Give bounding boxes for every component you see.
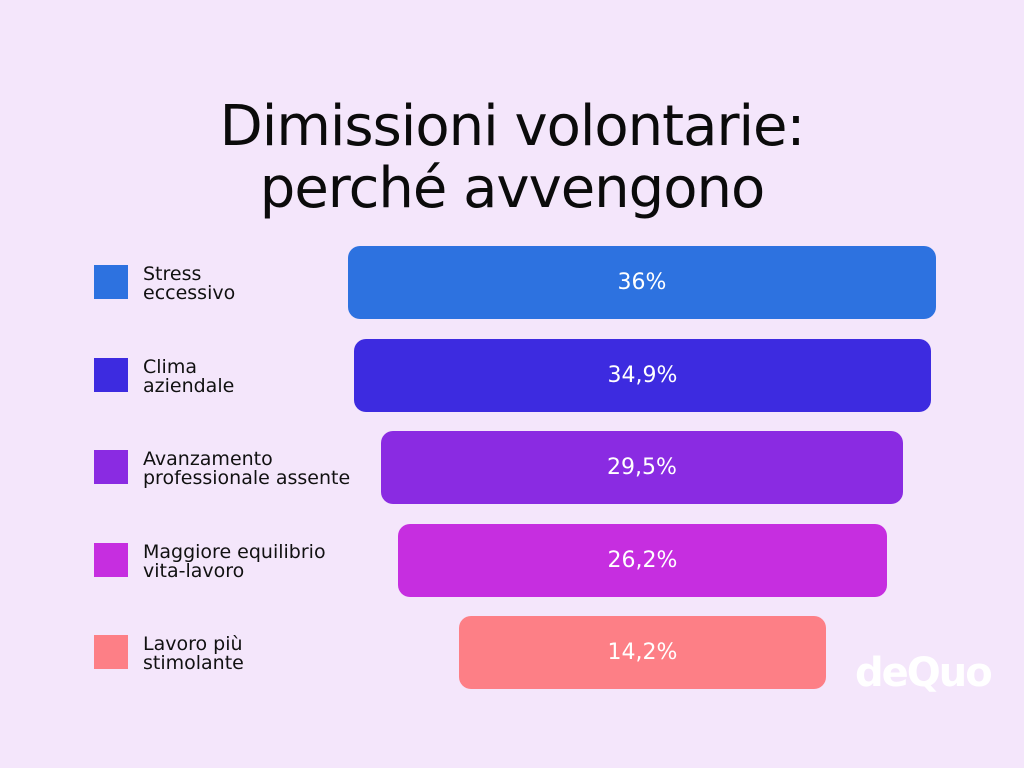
- funnel-bar: 14,2%: [459, 616, 826, 689]
- legend-label-line: stimolante: [143, 652, 244, 674]
- legend-item: Clima aziendale: [94, 358, 394, 418]
- legend-label-line: Lavoro più: [143, 633, 243, 655]
- legend-label-line: Maggiore equilibrio: [143, 541, 326, 563]
- legend-label: Avanzamento professionale assente: [143, 450, 350, 488]
- legend-swatch: [94, 358, 128, 392]
- legend-item: Stress eccessivo: [94, 265, 394, 325]
- legend-swatch: [94, 635, 128, 669]
- bar-value-label: 34,9%: [607, 363, 678, 388]
- legend-label-line: vita-lavoro: [143, 560, 245, 582]
- bar-value-label: 36%: [617, 270, 667, 295]
- legend-label-line: Clima: [143, 356, 197, 378]
- legend-label: Lavoro più stimolante: [143, 635, 244, 673]
- funnel-bar: 26,2%: [398, 524, 887, 597]
- chart-title-line-1: Dimissioni volontarie:: [219, 94, 806, 159]
- chart-title: Dimissioni volontarie: perché avvengono: [0, 96, 1024, 220]
- legend-swatch: [94, 265, 128, 299]
- legend-label-line: professionale assente: [143, 467, 351, 489]
- legend-label: Clima aziendale: [143, 358, 234, 396]
- legend-label-line: Stress: [143, 263, 202, 285]
- legend-label-line: eccessivo: [143, 282, 236, 304]
- legend-label: Stress eccessivo: [143, 265, 235, 303]
- legend-item: Maggiore equilibrio vita-lavoro: [94, 543, 394, 603]
- legend-swatch: [94, 543, 128, 577]
- legend-label: Maggiore equilibrio vita-lavoro: [143, 543, 326, 581]
- dequo-logo: deQuo: [855, 650, 993, 696]
- funnel-bar: 36%: [348, 246, 936, 319]
- legend-label-line: aziendale: [143, 375, 235, 397]
- chart-title-line-2: perché avvengono: [259, 156, 765, 221]
- bar-value-label: 26,2%: [607, 548, 678, 573]
- legend-label-line: Avanzamento: [143, 448, 273, 470]
- legend-item: Avanzamento professionale assente: [94, 450, 394, 510]
- funnel-bar: 34,9%: [354, 339, 931, 412]
- funnel-bar: 29,5%: [381, 431, 903, 504]
- legend-item: Lavoro più stimolante: [94, 635, 394, 695]
- legend-swatch: [94, 450, 128, 484]
- bar-value-label: 29,5%: [607, 455, 677, 480]
- bar-value-label: 14,2%: [607, 640, 678, 665]
